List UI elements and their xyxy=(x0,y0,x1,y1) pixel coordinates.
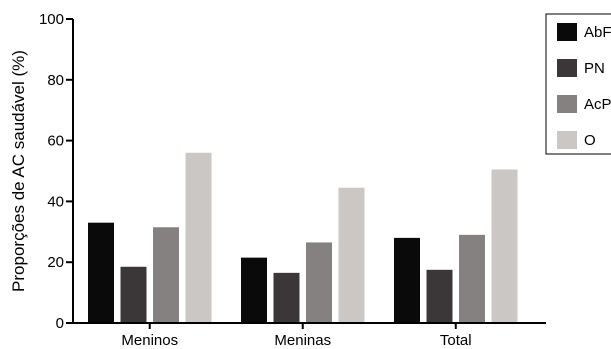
legend-swatch-acp xyxy=(557,95,577,113)
legend-swatch-o xyxy=(557,131,577,149)
bar-abf-meninos xyxy=(88,222,114,323)
y-tick-label-0: 0 xyxy=(56,315,64,332)
bar-pn-total xyxy=(426,269,453,323)
axes-group: 0 20 40 60 80 100 Meninos Meninas Total xyxy=(39,11,546,349)
legend: AbF PN AcP O xyxy=(545,13,611,155)
y-tick-label-20: 20 xyxy=(47,254,64,271)
legend-label-abf: AbF xyxy=(584,24,611,41)
bars-group xyxy=(88,152,518,323)
y-axis-label: Proporções de AC saudável (%) xyxy=(9,50,28,292)
y-tick-label-40: 40 xyxy=(47,193,64,210)
bar-pn-meninos xyxy=(120,266,147,323)
bar-abf-meninas xyxy=(241,257,267,323)
bar-acp-meninas xyxy=(306,242,332,323)
legend-swatch-abf xyxy=(557,23,577,41)
y-tick-label-100: 100 xyxy=(39,11,64,28)
legend-label-pn: PN xyxy=(584,60,605,77)
x-tick-label-meninos: Meninos xyxy=(121,332,178,349)
bar-pn-meninas xyxy=(273,272,300,323)
legend-box xyxy=(545,13,611,155)
bar-abf-total xyxy=(394,237,420,323)
legend-label-acp: AcP xyxy=(584,96,611,113)
legend-label-o: O xyxy=(584,132,596,149)
bar-acp-total xyxy=(459,234,485,323)
legend-swatch-pn xyxy=(557,59,577,77)
bar-o-total xyxy=(491,169,518,323)
y-tick-label-80: 80 xyxy=(47,72,64,89)
bar-acp-meninos xyxy=(153,227,179,323)
bar-o-meninos xyxy=(185,152,212,323)
bar-o-meninas xyxy=(338,187,365,323)
y-tick-label-60: 60 xyxy=(47,133,64,150)
x-tick-label-meninas: Meninas xyxy=(274,332,331,349)
x-tick-label-total: Total xyxy=(440,332,472,349)
